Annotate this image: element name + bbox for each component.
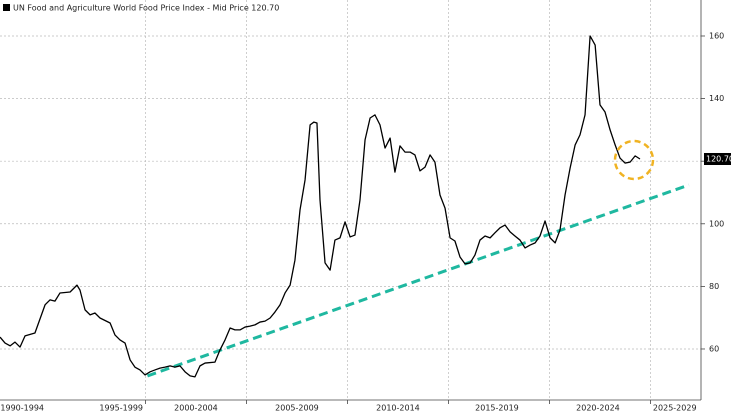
last-price-label: 120.70 <box>706 154 731 163</box>
x-tick-label: 2020-2024 <box>576 404 620 412</box>
chart-title: UN Food and Agriculture World Food Price… <box>13 4 279 13</box>
x-tick-label: 1990-1994 <box>0 404 44 412</box>
trend-line <box>146 183 690 378</box>
y-tick-label: 80 <box>709 282 719 291</box>
y-tick-label: 60 <box>709 344 719 353</box>
x-tick-label: 2005-2009 <box>275 404 319 412</box>
legend-swatch <box>3 4 10 11</box>
y-tick-label: 140 <box>709 94 724 103</box>
x-tick-label: 2015-2019 <box>475 404 519 412</box>
grid <box>0 0 701 400</box>
last-price-box <box>704 152 731 165</box>
y-tick-label: 160 <box>709 31 724 40</box>
axes: 60801001201401601990-19941995-19992000-2… <box>0 31 731 412</box>
x-tick-label: 1995-1999 <box>99 404 143 412</box>
x-tick-label: 2025-2029 <box>653 404 697 412</box>
plot-area <box>0 35 690 378</box>
highlight-circle <box>613 139 655 181</box>
x-tick-label: 2000-2004 <box>174 404 218 412</box>
price-line <box>0 35 641 378</box>
x-tick-label: 2010-2014 <box>376 404 420 412</box>
y-tick-label: 100 <box>709 219 724 228</box>
